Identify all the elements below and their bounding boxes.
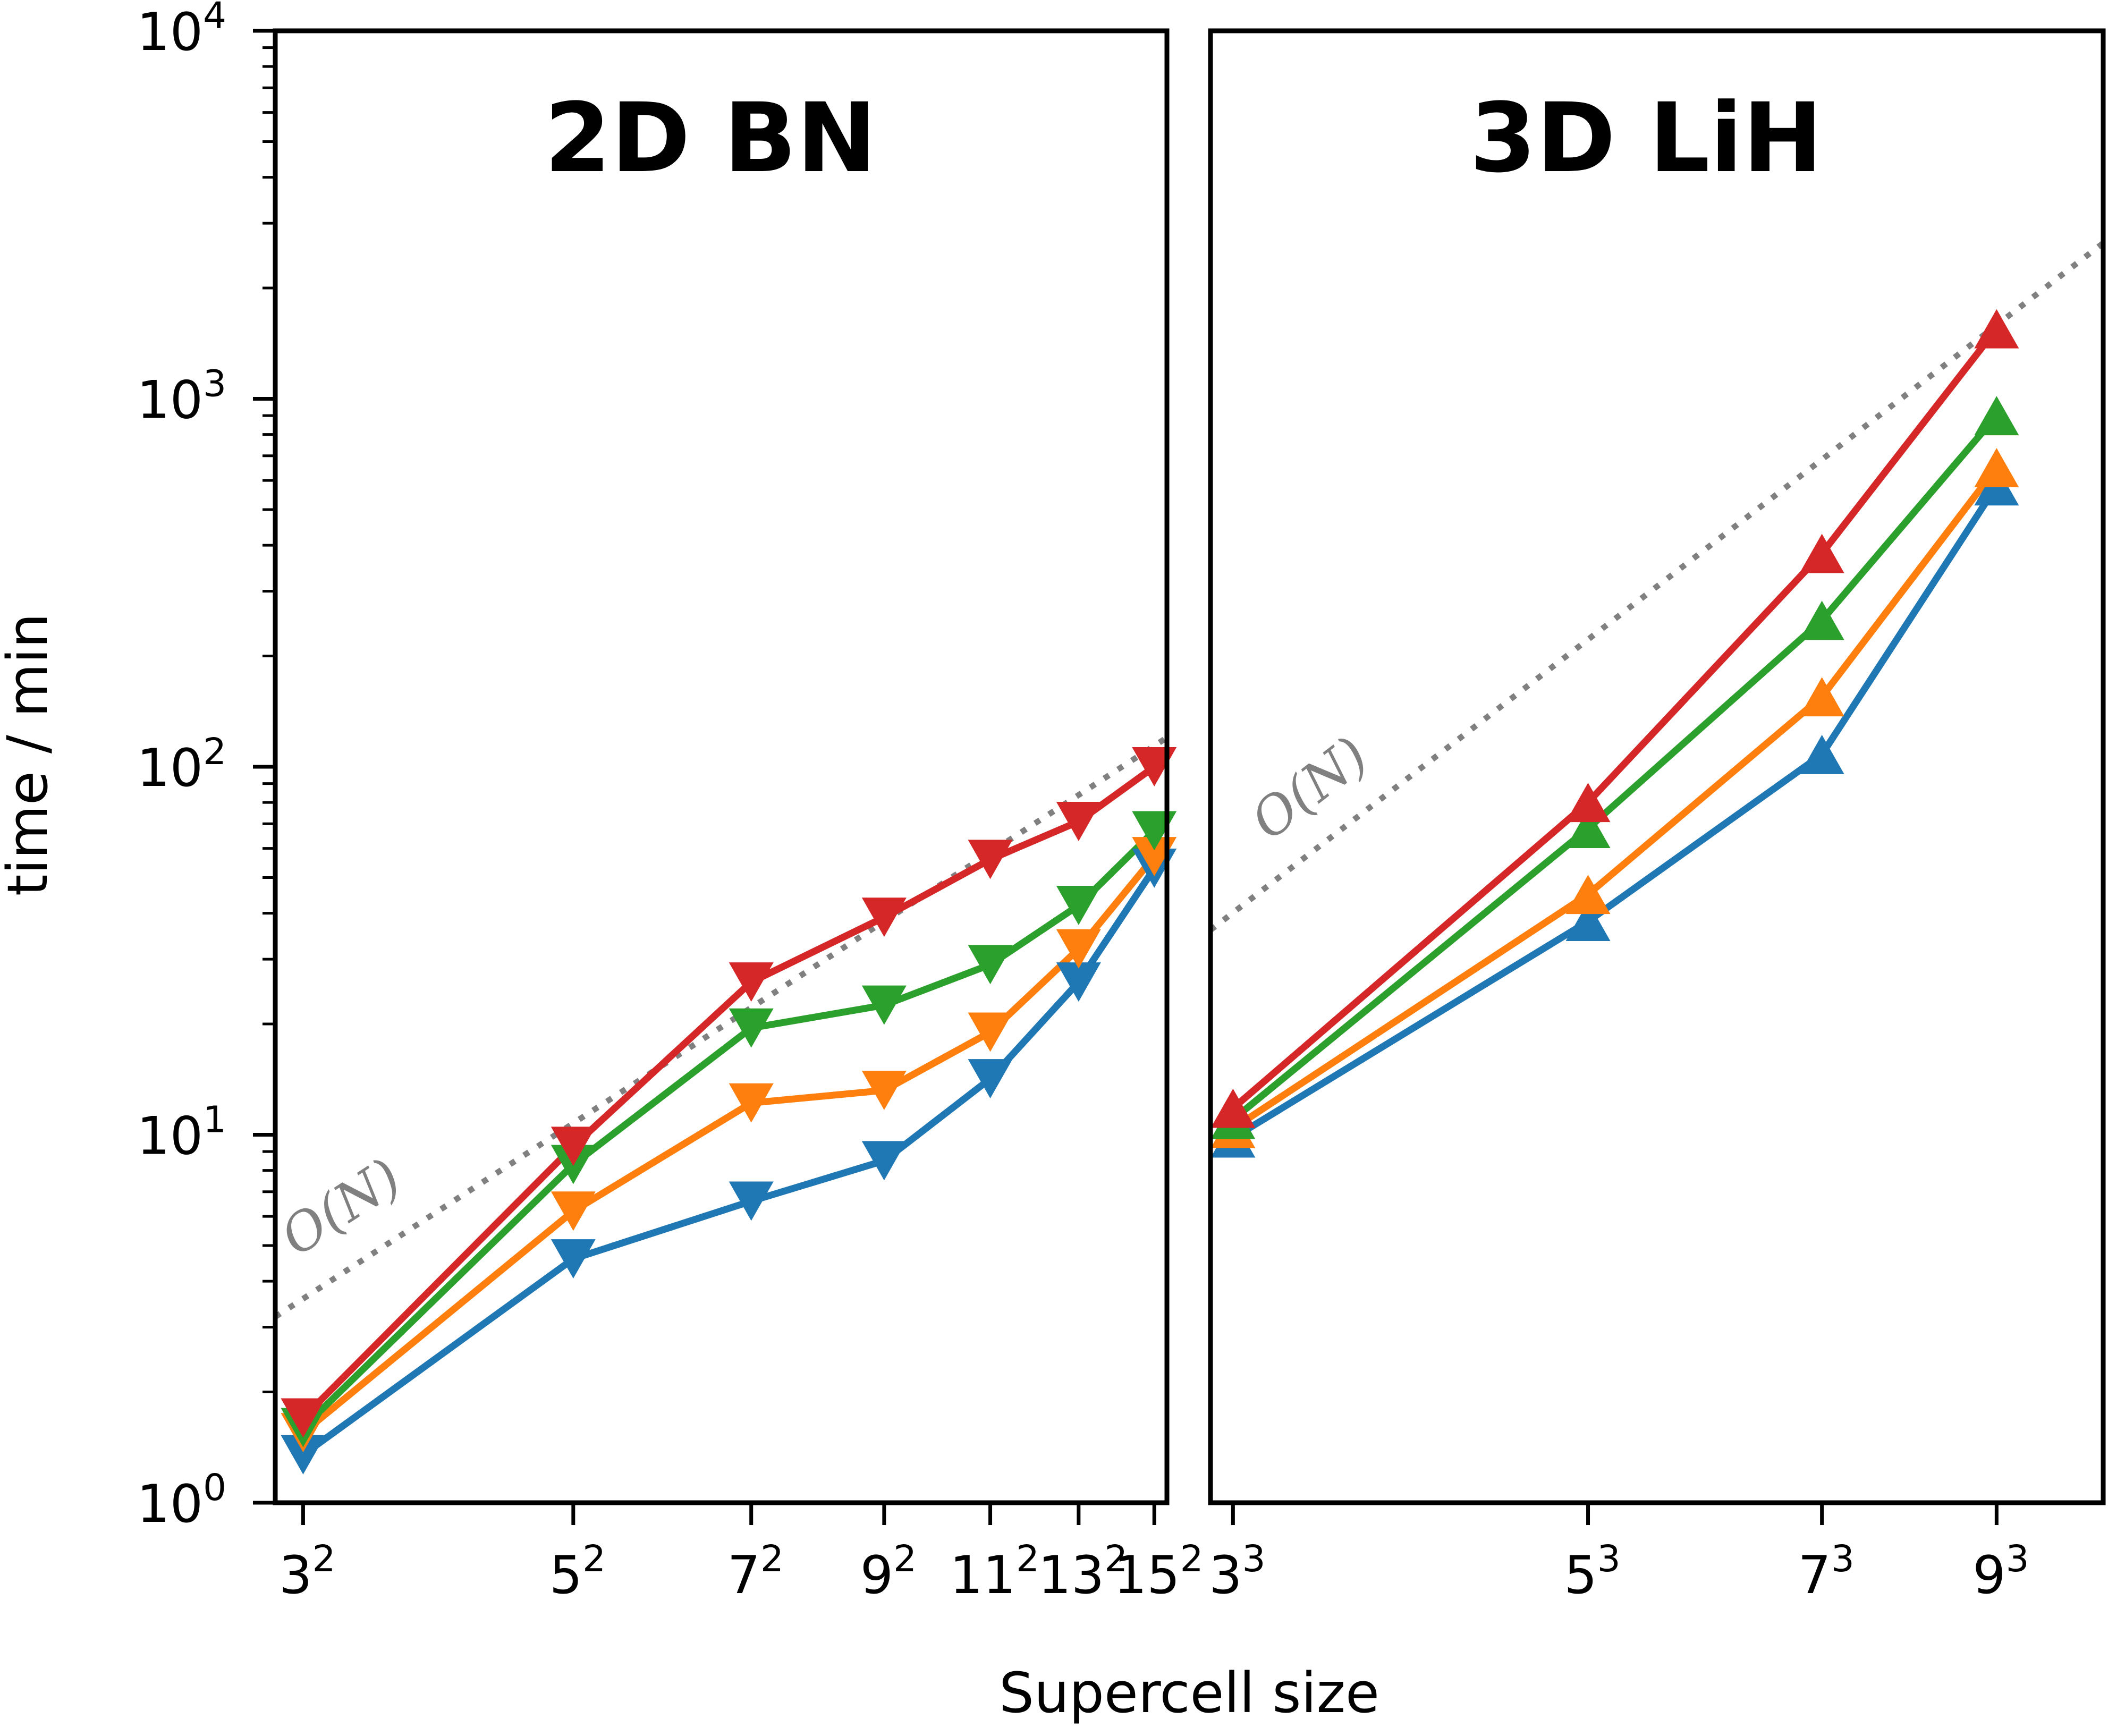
series-line-4 xyxy=(1231,326,2000,1111)
series-1-point xyxy=(1056,962,1101,1002)
reference-line xyxy=(275,735,1167,1319)
series-3-point xyxy=(1565,809,1611,848)
series-3-point xyxy=(861,985,907,1025)
series-4-point xyxy=(1974,309,2019,349)
series-3-point xyxy=(1799,600,1844,640)
series-4-point xyxy=(729,962,774,1002)
series-line-2 xyxy=(1231,465,2000,1132)
series-4-point xyxy=(551,1127,596,1166)
panel-title: 2D BN xyxy=(544,83,876,194)
x-tick-label: 152 xyxy=(1114,1538,1204,1606)
y-tick-label: 100 xyxy=(137,1467,226,1535)
x-tick-label: 73 xyxy=(1798,1538,1855,1606)
panel-title: 3D LiH xyxy=(1470,83,1823,194)
series-1-point xyxy=(861,1141,907,1181)
series-4-point xyxy=(281,1398,326,1438)
x-tick-label: 112 xyxy=(950,1538,1039,1606)
series-1-point xyxy=(729,1181,774,1221)
y-axis-label: time / min xyxy=(0,613,60,896)
series-4-point xyxy=(1056,802,1101,841)
x-axis-label: Supercell size xyxy=(999,1661,1379,1725)
series-4-point xyxy=(861,897,907,937)
series-1-point xyxy=(281,1435,326,1475)
plot-frame xyxy=(1208,28,2106,1505)
series-1-point xyxy=(1565,902,1611,941)
series-4-point xyxy=(1565,783,1611,823)
series-2-point xyxy=(968,1012,1013,1052)
series-2-point xyxy=(861,1071,907,1110)
x-tick-label: 52 xyxy=(549,1538,606,1606)
y-tick-label: 101 xyxy=(137,1099,226,1167)
series-2-point xyxy=(551,1191,596,1231)
series-4-point xyxy=(1210,1088,1256,1128)
x-tick-label: 32 xyxy=(279,1538,335,1606)
series-line-1 xyxy=(1231,484,2000,1141)
series-2-point xyxy=(1056,929,1101,969)
series-1-point xyxy=(1799,734,1844,774)
y-tick-label: 104 xyxy=(137,0,226,63)
series-1-point xyxy=(968,1059,1013,1099)
x-tick-label: 132 xyxy=(1038,1538,1128,1606)
series-3-point xyxy=(729,1008,774,1048)
series-2-point xyxy=(729,1083,774,1123)
x-tick-label: 53 xyxy=(1564,1538,1620,1606)
x-tick-label: 72 xyxy=(727,1538,784,1606)
series-4-point xyxy=(968,840,1013,879)
series-4-point xyxy=(1799,533,1844,573)
y-tick-label: 103 xyxy=(137,363,226,431)
series-2-point xyxy=(1565,875,1611,914)
reference-line xyxy=(1210,241,2103,933)
series-1-point xyxy=(551,1239,596,1279)
series-2-point xyxy=(1974,448,2019,488)
series-2-point xyxy=(1799,677,1844,717)
series-3-point xyxy=(968,945,1013,985)
x-tick-label: 92 xyxy=(860,1538,917,1606)
series-line-3 xyxy=(1231,413,2000,1122)
x-tick-label: 33 xyxy=(1209,1538,1265,1606)
plot-area xyxy=(1210,241,2103,1141)
x-tick-label: 93 xyxy=(1972,1538,2029,1606)
series-3-point xyxy=(1974,396,2019,436)
y-tick-label: 102 xyxy=(137,731,226,799)
series-3-point xyxy=(1056,885,1101,925)
